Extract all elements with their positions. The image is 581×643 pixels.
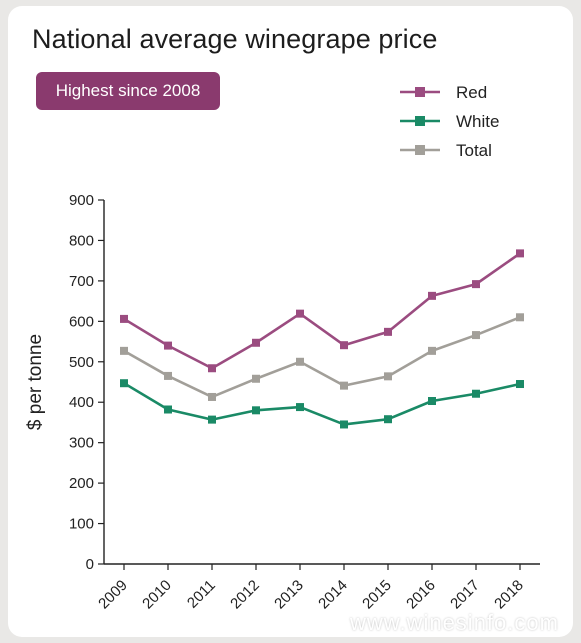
data-point-red <box>164 341 172 350</box>
data-point-white <box>252 406 260 415</box>
data-point-white <box>296 403 304 412</box>
x-tick-label: 2014 <box>315 577 351 613</box>
y-tick-label: 500 <box>69 354 94 371</box>
legend-marker <box>415 116 425 126</box>
x-tick-label: 2010 <box>139 577 175 613</box>
legend-marker <box>415 87 425 97</box>
data-point-red <box>340 341 348 350</box>
y-tick-label: 200 <box>69 475 94 492</box>
y-tick-label: 300 <box>69 435 94 452</box>
legend-label: Total <box>456 141 492 160</box>
data-point-white <box>340 420 348 429</box>
data-point-white <box>472 389 480 398</box>
data-point-red <box>252 338 260 347</box>
y-tick-label: 0 <box>86 556 94 573</box>
series-line-white <box>123 382 521 426</box>
data-point-total <box>428 346 436 355</box>
data-point-red <box>384 327 392 336</box>
data-point-white <box>428 397 436 406</box>
data-point-total <box>164 371 172 380</box>
data-point-white <box>516 380 524 389</box>
y-tick-label: 400 <box>69 394 94 411</box>
data-point-total <box>384 372 392 381</box>
data-point-white <box>120 379 128 388</box>
x-tick-label: 2011 <box>184 577 219 612</box>
data-point-white <box>208 415 216 424</box>
legend-marker <box>415 145 425 155</box>
series-line-red <box>123 252 521 370</box>
legend-label: White <box>456 112 499 131</box>
data-point-red <box>516 249 524 258</box>
data-point-total <box>340 381 348 390</box>
highlight-badge: Highest since 2008 <box>36 72 220 110</box>
y-tick-label: 800 <box>69 232 94 249</box>
chart-title: National average winegrape price <box>32 24 438 54</box>
y-tick-label: 900 <box>69 192 94 209</box>
data-point-red <box>208 364 216 373</box>
data-point-total <box>516 313 524 322</box>
data-point-white <box>384 415 392 424</box>
y-axis-label: $ per tonne <box>25 334 46 430</box>
data-point-total <box>208 392 216 401</box>
x-tick-label: 2015 <box>359 577 395 613</box>
data-point-total <box>296 357 304 366</box>
data-point-total <box>472 331 480 340</box>
data-point-red <box>428 291 436 300</box>
y-tick-label: 700 <box>69 273 94 290</box>
series-line-total <box>123 316 521 399</box>
data-point-red <box>120 314 128 323</box>
x-tick-label: 2009 <box>95 577 131 613</box>
x-tick-label: 2012 <box>227 577 263 613</box>
data-point-total <box>252 374 260 383</box>
data-point-total <box>120 346 128 355</box>
data-point-red <box>472 280 480 289</box>
x-tick-label: 2016 <box>403 577 439 613</box>
data-point-red <box>296 309 304 318</box>
data-point-white <box>164 405 172 414</box>
x-tick-label: 2013 <box>271 577 307 613</box>
y-tick-label: 100 <box>69 516 94 533</box>
x-tick-label: 2017 <box>447 577 483 613</box>
y-tick-label: 600 <box>69 313 94 330</box>
watermark: www.winesinfo.com <box>350 610 559 635</box>
x-tick-label: 2018 <box>491 577 527 613</box>
legend-label: Red <box>456 83 487 102</box>
